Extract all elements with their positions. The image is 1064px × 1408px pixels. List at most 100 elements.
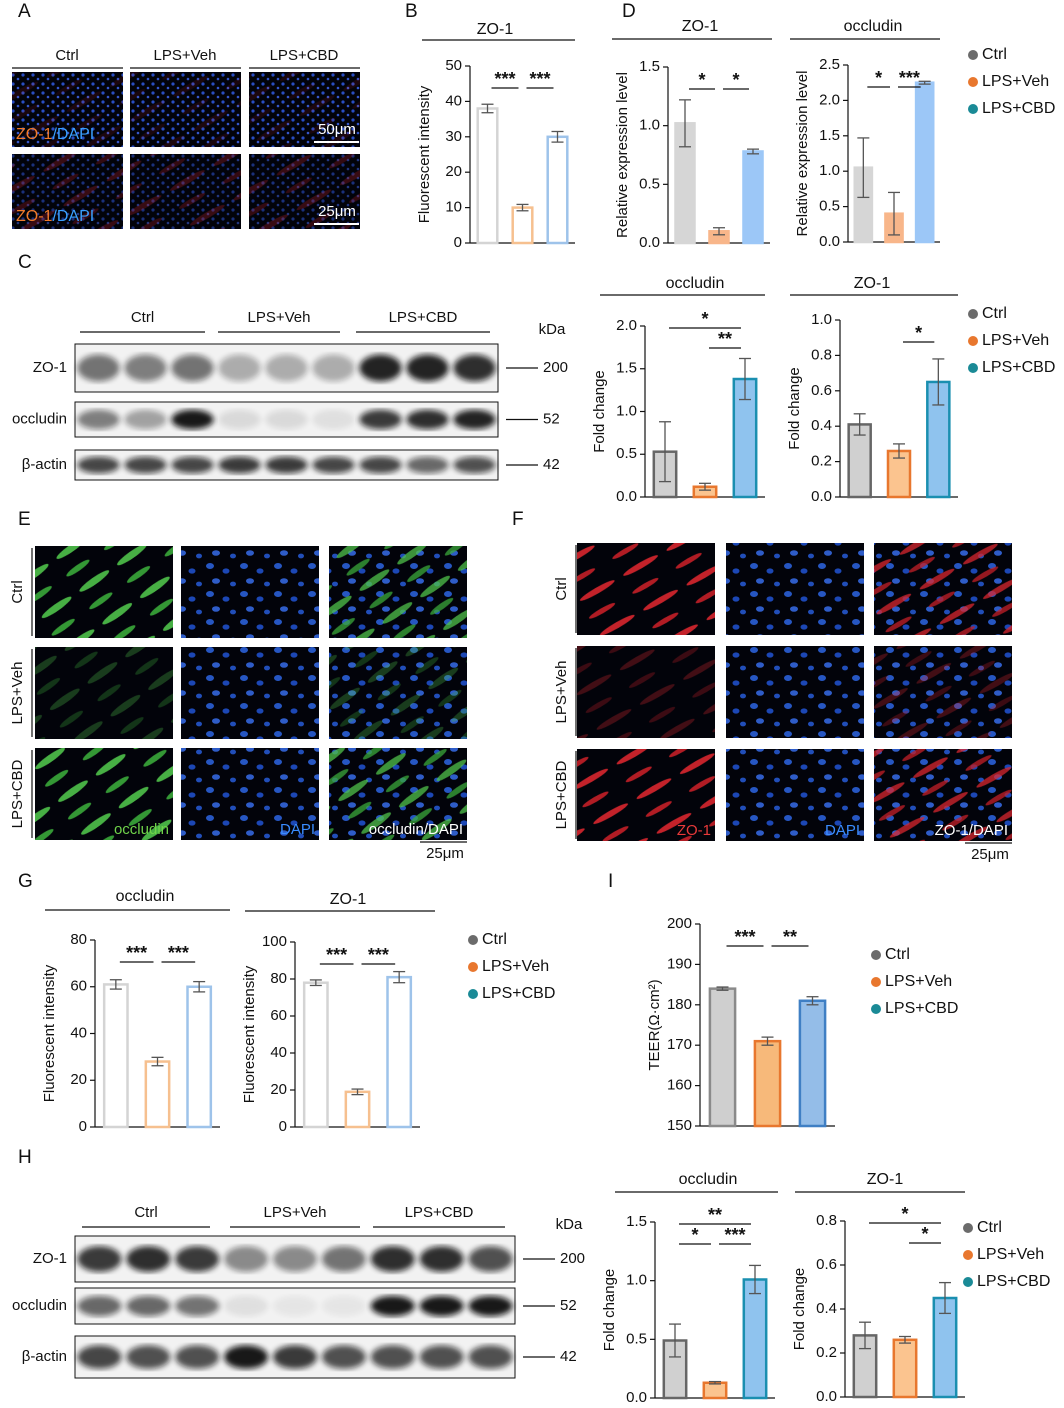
error-bar xyxy=(351,1088,364,1096)
blot-band xyxy=(359,354,402,382)
legend-label: LPS+Veh xyxy=(977,1246,1044,1263)
significance-label: * xyxy=(698,70,705,90)
bar xyxy=(511,206,534,245)
legend-swatch xyxy=(968,309,978,319)
error-bar xyxy=(888,191,900,236)
micrograph-layer xyxy=(12,72,123,147)
error-bar xyxy=(109,979,122,990)
blot-band xyxy=(453,456,496,474)
y-axis-label: TEER(Ω·cm²) xyxy=(646,979,663,1070)
band-kda: 52 xyxy=(560,1297,577,1314)
error-bar xyxy=(716,986,729,991)
y-tick-label: 0.2 xyxy=(811,453,832,470)
significance-label: * xyxy=(732,70,739,90)
blot-band xyxy=(77,409,120,430)
bar xyxy=(186,985,213,1129)
blot-band xyxy=(468,1246,513,1272)
error-bar xyxy=(669,1323,681,1358)
band-kda: 200 xyxy=(560,1250,585,1267)
error-bar xyxy=(806,996,819,1006)
y-tick-label: 1.0 xyxy=(639,117,660,134)
band-name: ZO-1 xyxy=(33,1250,67,1267)
y-tick-label: 2.5 xyxy=(819,56,840,73)
bar xyxy=(476,107,499,245)
panel-label: F xyxy=(512,509,524,530)
band-kda: 200 xyxy=(543,359,568,376)
blot-band xyxy=(265,354,308,382)
chart-title: ZO-1 xyxy=(477,21,514,38)
y-tick-label: 180 xyxy=(667,996,692,1013)
y-tick-label: 0 xyxy=(79,1118,87,1135)
y-tick-label: 80 xyxy=(270,970,287,987)
chart-title: ZO-1 xyxy=(682,18,719,35)
significance-label: * xyxy=(921,1224,928,1244)
blot-band xyxy=(171,354,214,382)
blot-band xyxy=(175,1295,220,1317)
error-bar xyxy=(857,137,870,199)
y-tick-label: 1.0 xyxy=(819,162,840,179)
stain-label: ZO-1/DAPI xyxy=(16,208,94,225)
blot-band xyxy=(126,1345,171,1369)
blot-band xyxy=(419,1246,464,1272)
blot-band xyxy=(321,1246,366,1272)
micrograph-layer xyxy=(181,546,319,638)
y-tick-label: 0.5 xyxy=(626,1330,647,1347)
significance-label: *** xyxy=(326,945,347,965)
micrograph-layer xyxy=(874,749,1012,841)
blot-band xyxy=(321,1295,366,1317)
y-axis-label: Relative expression level xyxy=(614,72,631,238)
blot-band xyxy=(312,456,355,474)
scale-label: 50μm xyxy=(318,121,356,138)
error-bar xyxy=(739,357,751,401)
stain-counter: /DAPI xyxy=(52,208,94,225)
y-tick-label: 160 xyxy=(667,1077,692,1094)
significance-label: *** xyxy=(368,945,389,965)
significance-label: * xyxy=(701,309,708,329)
blot-band xyxy=(218,456,261,474)
chart-title: ZO-1 xyxy=(867,1171,904,1188)
significance-label: ** xyxy=(783,927,797,947)
micrograph-layer xyxy=(577,749,715,841)
bar xyxy=(386,975,413,1129)
significance-label: * xyxy=(691,1225,698,1245)
blot-band xyxy=(224,1295,269,1317)
significance-label: * xyxy=(875,68,882,88)
blot-band xyxy=(370,1246,415,1272)
bar xyxy=(702,1381,728,1400)
bar xyxy=(546,135,569,245)
blot-band xyxy=(468,1345,513,1369)
error-bar xyxy=(761,1036,774,1046)
significance-label: * xyxy=(901,1204,908,1224)
y-axis-label: Fold change xyxy=(591,370,608,453)
y-tick-label: 0.0 xyxy=(819,233,840,250)
significance-label: *** xyxy=(168,943,189,963)
blot-band xyxy=(312,409,355,430)
y-tick-label: 0.8 xyxy=(811,346,832,363)
blot-band xyxy=(171,456,214,474)
micrograph-layer xyxy=(35,546,173,638)
y-tick-label: 0.2 xyxy=(816,1344,837,1361)
y-tick-label: 0 xyxy=(454,234,462,251)
panel-label: I xyxy=(608,871,613,892)
band-kda: 42 xyxy=(560,1348,577,1365)
y-axis-label: Fluorescent intensity xyxy=(416,85,433,223)
row-label: LPS+CBD xyxy=(9,759,26,828)
blot-band xyxy=(124,354,167,382)
blot-band xyxy=(406,354,449,382)
scale-label: 25μm xyxy=(971,846,1009,863)
legend-swatch xyxy=(468,935,478,945)
blot-band xyxy=(273,1345,317,1369)
legend-label: LPS+Veh xyxy=(885,973,952,990)
chart-title: ZO-1 xyxy=(330,891,367,908)
y-axis-label: Fold change xyxy=(786,367,803,450)
y-tick-label: 40 xyxy=(445,92,462,109)
significance-label: *** xyxy=(899,68,920,88)
blot-band xyxy=(175,1246,220,1272)
stain-marker: ZO-1 xyxy=(16,126,53,143)
y-tick-label: 1.5 xyxy=(626,1213,647,1230)
error-bar xyxy=(749,1264,761,1295)
legend-label: Ctrl xyxy=(977,1219,1002,1236)
bar xyxy=(742,150,764,245)
stain-label: ZO-1/DAPI xyxy=(16,126,94,143)
bar xyxy=(798,999,827,1128)
